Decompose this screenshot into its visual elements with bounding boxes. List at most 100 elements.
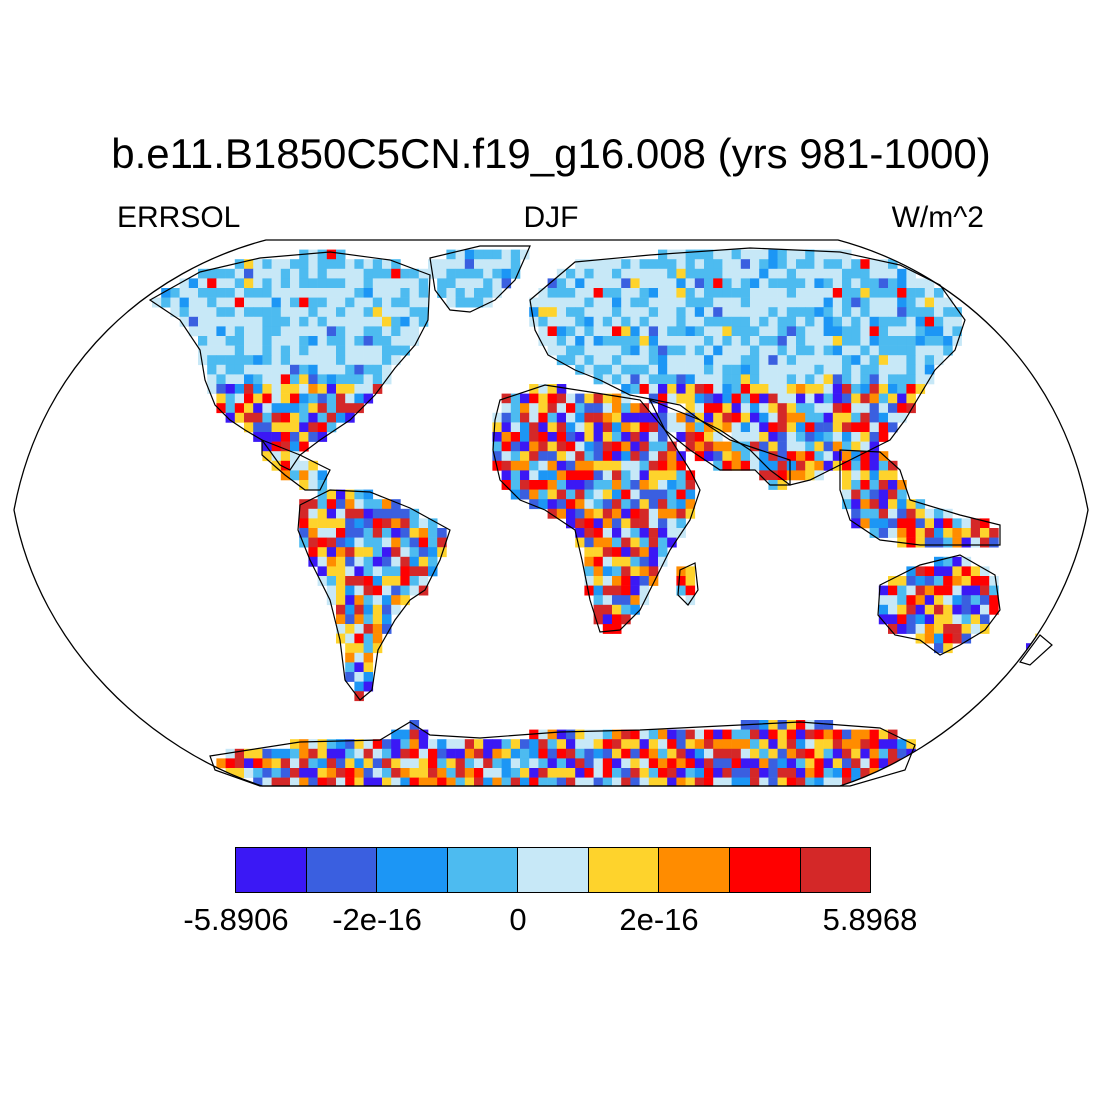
data-cell	[345, 355, 355, 366]
data-cell	[685, 748, 696, 759]
data-cell	[336, 508, 346, 519]
data-cell	[225, 768, 236, 778]
data-cell	[612, 374, 622, 385]
data-cell	[924, 604, 935, 615]
data-cell	[299, 403, 309, 414]
data-cell	[676, 355, 686, 366]
data-cell	[869, 316, 880, 327]
data-cell	[510, 259, 521, 270]
data-cell	[584, 518, 594, 529]
data-cell	[198, 278, 208, 289]
data-cell	[326, 326, 337, 337]
data-cell	[888, 739, 898, 750]
data-cell	[630, 518, 640, 529]
data-cell	[566, 739, 576, 750]
data-cell	[731, 249, 742, 260]
data-cell	[566, 268, 576, 279]
data-cell	[225, 393, 236, 404]
data-cell	[372, 768, 383, 778]
data-cell	[777, 403, 788, 414]
data-cell	[658, 739, 668, 750]
data-cell	[750, 288, 760, 298]
data-cell	[584, 451, 594, 462]
data-cell	[602, 768, 613, 778]
data-cell	[740, 336, 751, 346]
data-cell	[814, 259, 824, 270]
data-cell	[639, 307, 650, 318]
data-cell	[906, 288, 916, 298]
data-cell	[759, 393, 769, 404]
data-cell	[906, 576, 916, 586]
data-cell	[437, 748, 447, 759]
data-cell	[538, 422, 548, 433]
data-cell	[851, 336, 861, 346]
data-cell	[989, 576, 999, 586]
data-cell	[805, 729, 815, 740]
data-cell	[943, 528, 953, 538]
data-cell	[888, 384, 898, 394]
data-cell	[409, 288, 420, 298]
data-cell	[630, 547, 640, 558]
data-cell	[244, 297, 254, 308]
data-cell	[713, 739, 723, 750]
data-cell	[299, 336, 309, 346]
data-cell	[409, 739, 420, 750]
data-cell	[372, 739, 383, 750]
data-cell	[216, 758, 226, 769]
data-cell	[805, 422, 815, 433]
data-cell	[593, 508, 604, 519]
data-cell	[943, 585, 953, 596]
data-cell	[924, 576, 935, 586]
data-cell	[915, 345, 926, 356]
data-cell	[915, 364, 926, 375]
data-cell	[345, 412, 355, 423]
data-cell	[897, 748, 907, 759]
data-cell	[317, 268, 328, 279]
data-cell	[262, 355, 272, 366]
data-cell	[630, 384, 640, 394]
data-cell	[630, 268, 640, 279]
data-cell	[474, 249, 484, 260]
data-cell	[648, 336, 659, 346]
data-cell	[814, 393, 824, 404]
data-cell	[520, 451, 530, 462]
data-cell	[906, 595, 916, 606]
data-cell	[823, 384, 834, 394]
data-cell	[253, 777, 263, 786]
data-cell	[878, 345, 889, 356]
data-cell	[593, 259, 604, 270]
data-cell	[860, 480, 870, 490]
data-cell	[602, 537, 613, 548]
data-cell	[400, 307, 410, 318]
data-cell	[621, 508, 631, 519]
data-cell	[786, 316, 797, 327]
data-cell	[602, 556, 613, 567]
data-cell	[621, 345, 631, 356]
data-cell	[630, 470, 640, 481]
data-cell	[713, 412, 723, 423]
data-cell	[759, 364, 769, 375]
data-cell	[382, 748, 392, 759]
data-cell	[667, 777, 677, 786]
data-cell	[492, 278, 502, 289]
data-cell	[556, 355, 567, 366]
data-cell	[510, 470, 521, 481]
data-cell	[639, 384, 650, 394]
data-cell	[961, 556, 972, 567]
data-cell	[593, 412, 604, 423]
data-cell	[759, 460, 769, 471]
data-cell	[584, 499, 594, 510]
data-cell	[842, 374, 852, 385]
data-cell	[915, 576, 926, 586]
data-cell	[924, 307, 935, 318]
data-cell	[354, 288, 364, 298]
data-cell	[575, 470, 585, 481]
data-cell	[391, 604, 401, 615]
data-cell	[262, 384, 272, 394]
data-cell	[575, 768, 585, 778]
data-cell	[492, 422, 502, 433]
data-cell	[400, 316, 410, 327]
data-cell	[290, 441, 300, 452]
data-cell	[317, 758, 328, 769]
data-cell	[382, 326, 392, 337]
